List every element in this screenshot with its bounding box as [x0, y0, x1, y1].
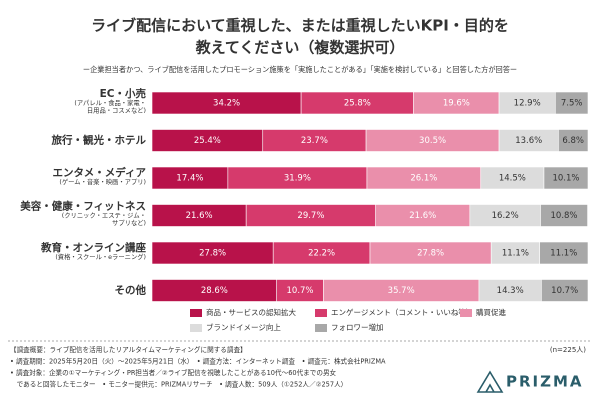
category-label: 教育・オンライン講座: [40, 241, 146, 254]
value-label: 23.7%: [301, 136, 328, 146]
note-line: 【調査概要：ライブ配信を活用したリアルタイムマーケティングに関する調査】: [10, 345, 247, 354]
category-label: EC・小売: [100, 87, 147, 100]
bar-segment: [540, 204, 588, 227]
category-note: (アパレル・食品・家電・: [74, 98, 146, 107]
value-label: 27.8%: [199, 249, 226, 259]
value-label: 10.7%: [551, 286, 578, 296]
category-note: (資格・スクール・eラーニング): [55, 252, 146, 261]
value-label: 21.6%: [186, 211, 213, 221]
category-label: 旅行・観光・ホテル: [52, 134, 147, 147]
legend-label: エンゲージメント（コメント・いいね等）: [331, 307, 473, 317]
legend-label: フォロワー増加: [331, 322, 384, 332]
value-label: 12.9%: [514, 99, 541, 109]
bar-segment: [541, 279, 589, 302]
value-label: 13.6%: [515, 136, 542, 146]
legend-swatch: [460, 309, 472, 317]
value-label: 11.1%: [502, 249, 529, 259]
subtitle: ー企業担当者かつ、ライブ配信を活用したプロモーション施策を「実施したことがある」…: [83, 65, 517, 74]
value-label: 10.7%: [287, 286, 314, 296]
note-line: • 調査対象：企業の①マーケティング・PR担当者／②ライブ配信を視聴したことがあ…: [10, 368, 337, 377]
category-label: 美容・健康・フィットネス: [20, 200, 146, 213]
legend-swatch: [315, 309, 327, 317]
value-label: 26.1%: [410, 174, 437, 184]
category-note: (ゲーム・音楽・映画・アプリ): [59, 177, 146, 186]
bar-segment: [543, 166, 589, 190]
value-label: 25.8%: [344, 99, 371, 109]
legend-swatch: [190, 324, 202, 332]
legend-label: ブランドイメージ向上: [206, 322, 281, 332]
value-label: 19.6%: [443, 99, 470, 109]
value-label: 6.8%: [562, 136, 584, 146]
value-label: 17.4%: [176, 174, 203, 184]
value-label: 14.5%: [499, 174, 526, 184]
value-label: 28.6%: [201, 286, 228, 296]
bar-segment: [558, 129, 589, 152]
value-label: 14.3%: [497, 286, 524, 296]
legend-swatch: [315, 324, 327, 332]
value-label: 16.2%: [492, 211, 519, 221]
value-label: 31.9%: [284, 174, 311, 184]
legend-label: 購買促進: [476, 307, 506, 317]
value-label: 34.2%: [213, 99, 240, 109]
brand-logo: PRIZMA: [506, 373, 584, 391]
value-label: 11.1%: [550, 249, 577, 259]
category-note: サプリなど): [112, 219, 146, 227]
value-label: 27.8%: [417, 249, 444, 259]
value-label: 35.7%: [388, 286, 415, 296]
value-label: 22.2%: [308, 249, 335, 259]
category-label: その他: [115, 284, 147, 297]
category-note: (クリニック・エステ・ジム・: [62, 212, 146, 220]
category-label: エンタメ・メディア: [53, 166, 147, 179]
value-label: 29.7%: [297, 211, 324, 221]
value-label: 21.6%: [409, 211, 436, 221]
bar-segment: [554, 91, 589, 115]
chart-title: 教えてください（複数選択可）: [195, 39, 405, 57]
sample-size: (n=225人): [550, 346, 586, 354]
note-line: であると回答したモニター • モニター提供元：PRIZMAリサーチ • 調査人数…: [10, 380, 347, 389]
logo-icon: [476, 370, 504, 393]
value-label: 30.5%: [419, 136, 446, 146]
note-line: • 調査期間：2025年5月20日（火）〜2025年5月21日（水） • 調査方…: [10, 357, 386, 366]
category-note: 日用品・コスメなど): [87, 107, 146, 115]
chart-title: ライブ配信において重視した、または重視したいKPI・目的を: [91, 17, 509, 35]
legend-label: 商品・サービスの認知拡大: [206, 307, 296, 317]
bar-segment: [539, 241, 589, 265]
value-label: 10.8%: [551, 211, 578, 221]
value-label: 25.4%: [194, 136, 221, 146]
value-label: 7.5%: [561, 99, 583, 109]
legend-swatch: [190, 309, 202, 317]
value-label: 10.1%: [552, 174, 579, 184]
